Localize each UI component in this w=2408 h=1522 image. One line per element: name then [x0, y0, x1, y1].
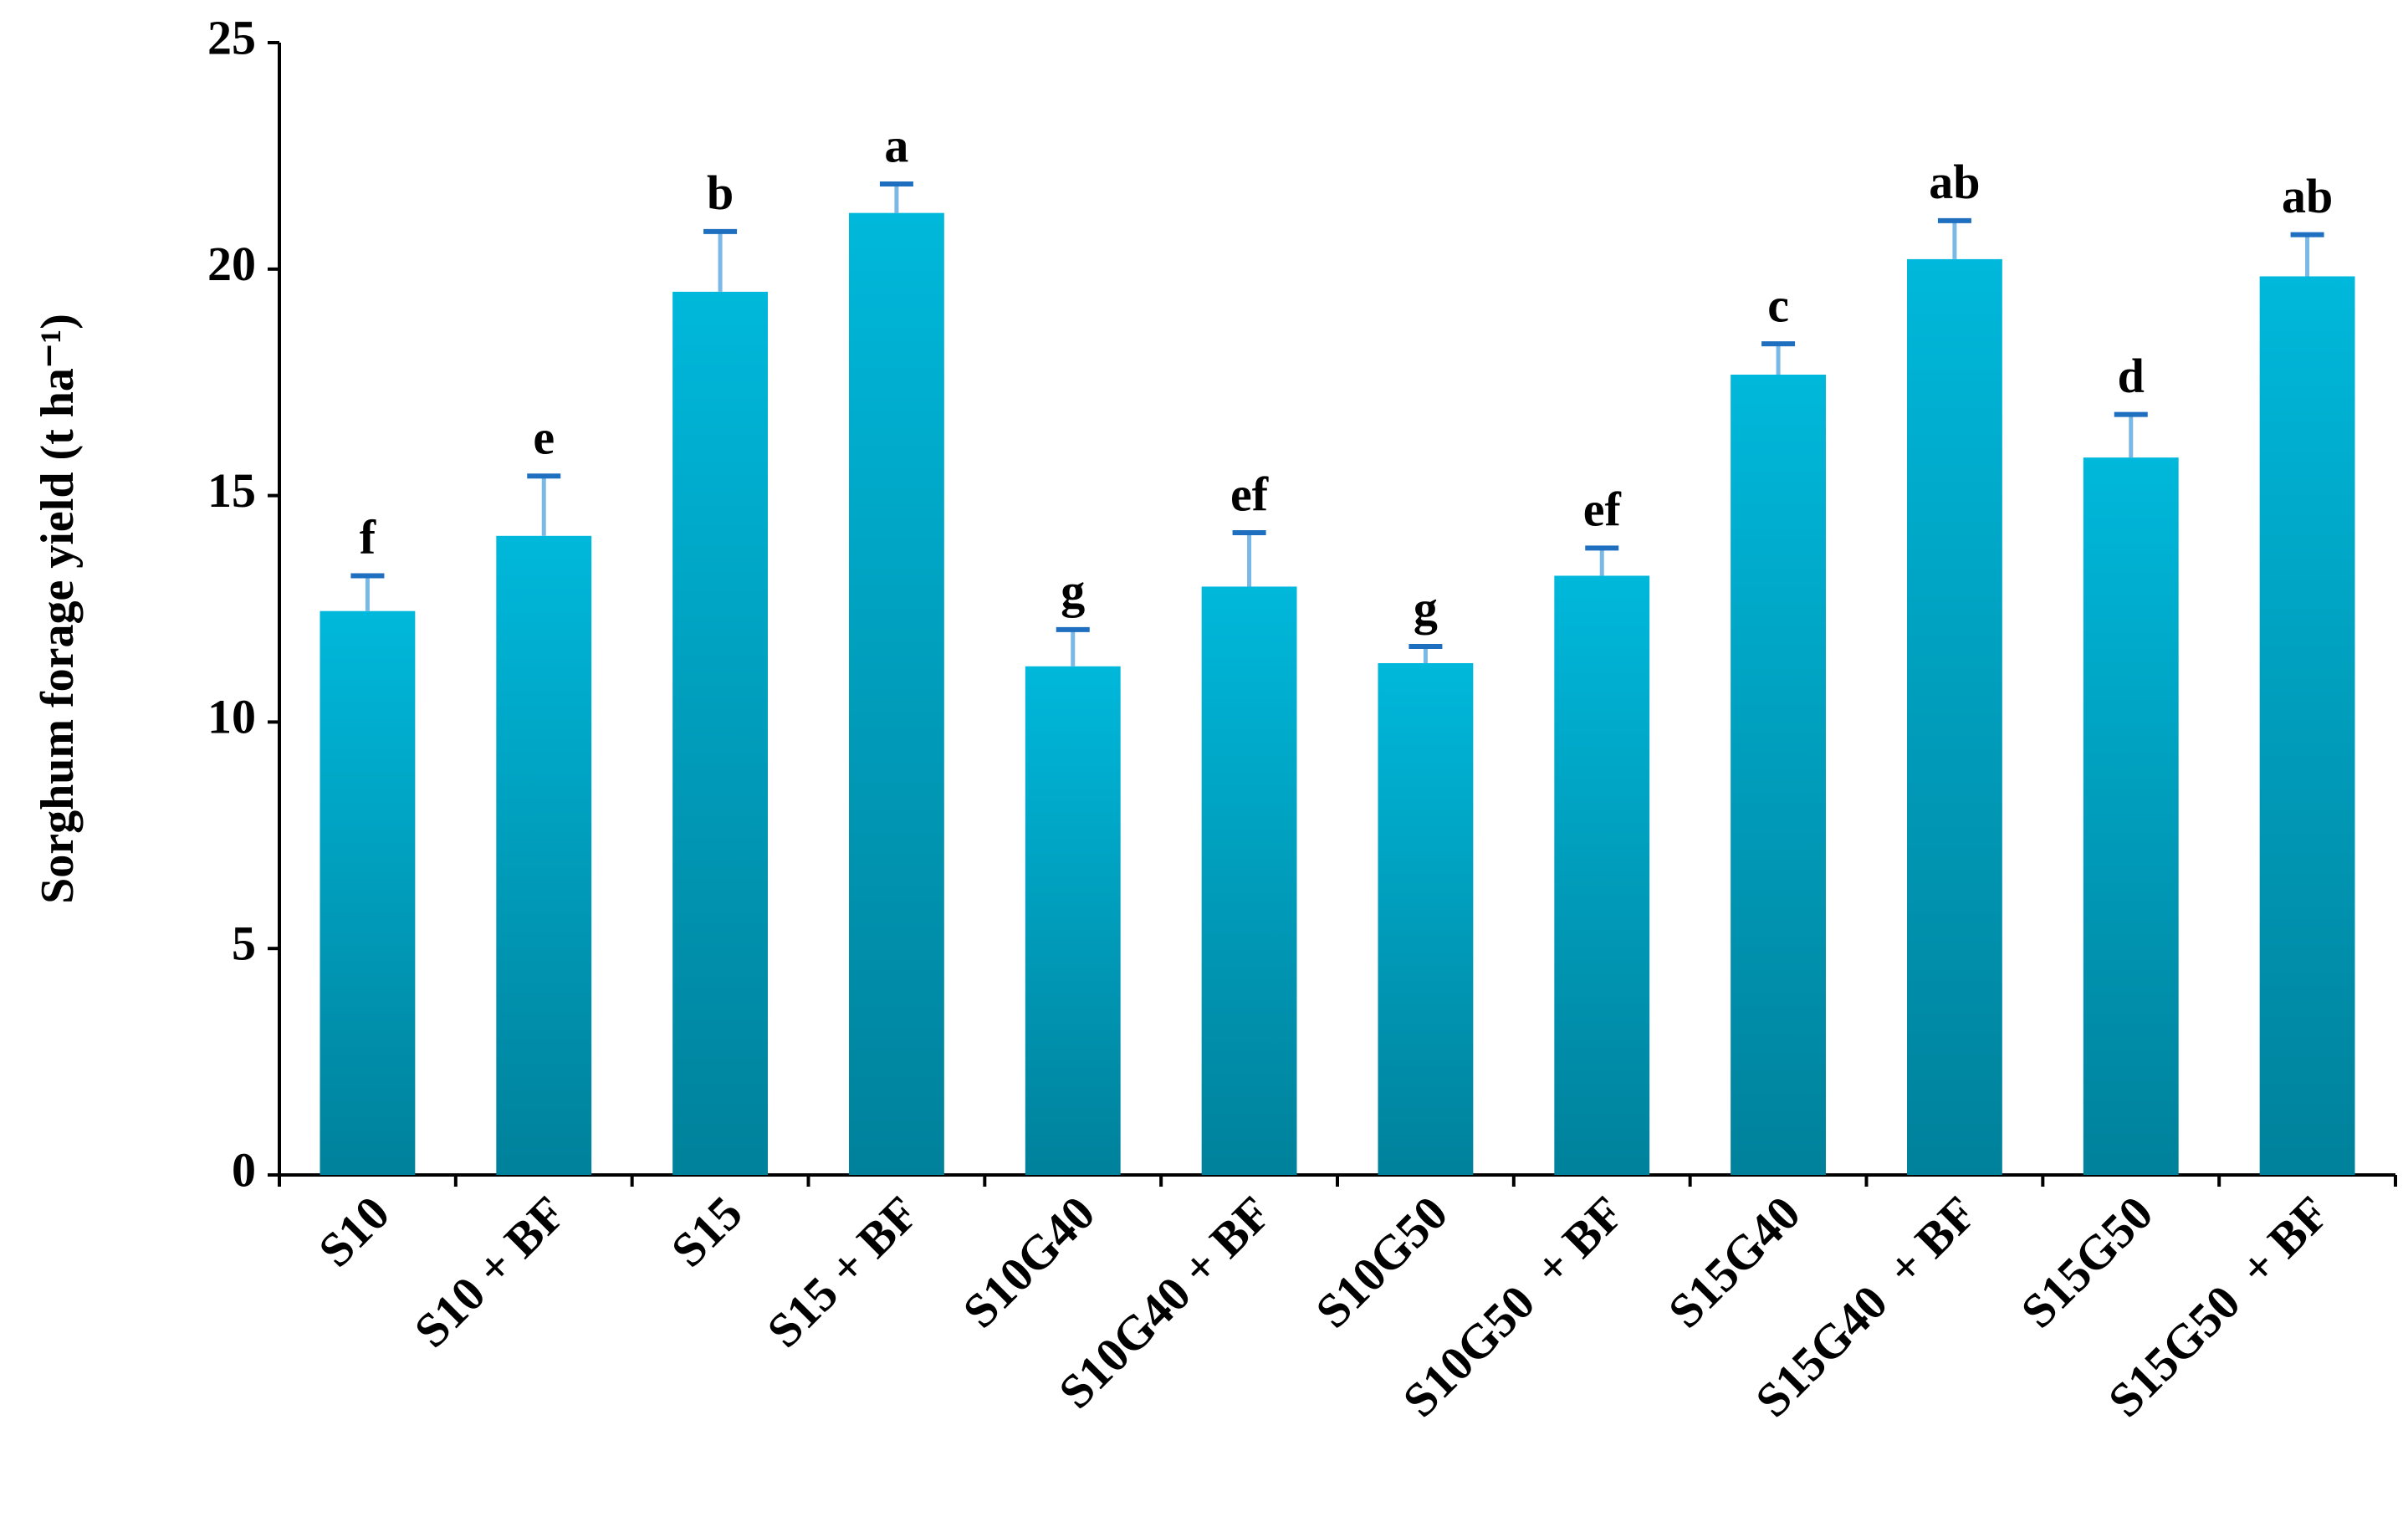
significance-letter: f	[360, 510, 376, 564]
y-tick-label: 10	[207, 690, 256, 744]
bar	[320, 610, 416, 1175]
y-tick-label: 5	[232, 917, 256, 971]
y-tick-label: 25	[207, 10, 256, 64]
y-tick-label: 15	[207, 463, 256, 518]
x-tick-label: S15G40	[1658, 1186, 1811, 1339]
significance-letter: c	[1767, 278, 1789, 332]
significance-letter: ab	[2282, 169, 2333, 223]
y-axis-title: Sorghum forage yield (t ha⁻¹)	[32, 314, 84, 904]
x-tick-label: S15	[661, 1186, 753, 1278]
y-tick-label: 0	[232, 1142, 256, 1197]
y-tick-label: 20	[207, 237, 256, 291]
significance-letter: e	[533, 411, 555, 465]
bar	[1201, 586, 1297, 1175]
bar	[1731, 374, 1827, 1175]
significance-letter: g	[1061, 564, 1085, 618]
x-tick-label: S15G50	[2011, 1186, 2164, 1339]
bar	[2259, 276, 2355, 1176]
bar	[848, 212, 944, 1175]
significance-letter: ef	[1230, 467, 1269, 521]
bar	[496, 535, 592, 1175]
significance-letter: ab	[1929, 155, 1980, 209]
significance-letter: b	[707, 166, 734, 220]
significance-letter: ef	[1583, 483, 1622, 537]
bar	[1025, 666, 1121, 1175]
significance-letter: g	[1414, 580, 1438, 635]
x-tick-label: S10	[308, 1186, 400, 1278]
x-tick-label: S10G40	[953, 1186, 1106, 1339]
bar	[1906, 258, 2002, 1176]
significance-letter: a	[884, 118, 908, 172]
bar	[672, 291, 769, 1175]
bar	[1378, 662, 1474, 1175]
significance-letter: d	[2118, 349, 2145, 403]
x-tick-label: S10G50	[1305, 1186, 1458, 1339]
x-tick-label: S10 + BF	[404, 1186, 576, 1358]
x-tick-label: S15 + BF	[756, 1186, 928, 1358]
bar	[1554, 575, 1650, 1175]
bar	[2083, 457, 2179, 1175]
